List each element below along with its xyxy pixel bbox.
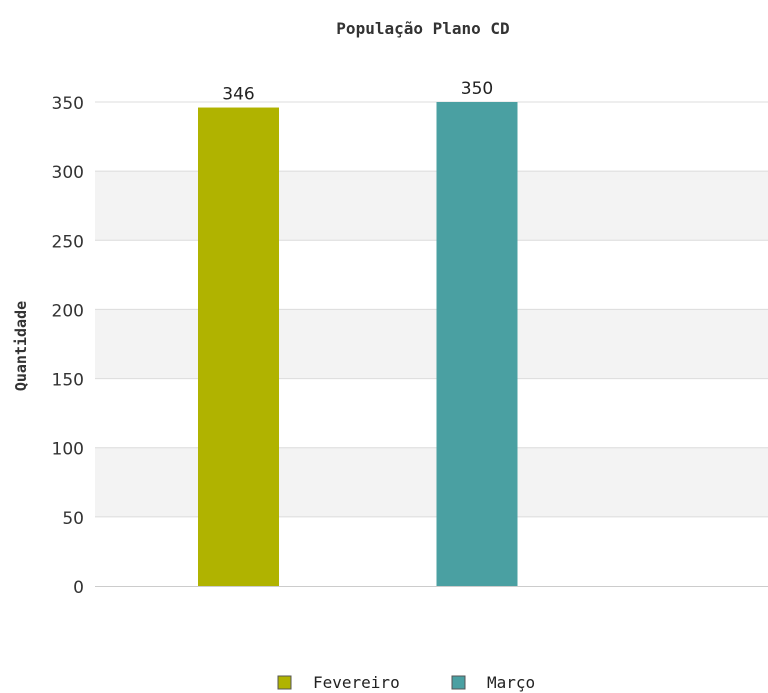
bar-value-label: 346 bbox=[222, 85, 254, 105]
grid-band bbox=[95, 171, 768, 241]
y-axis-label: Quantidade bbox=[12, 301, 30, 391]
y-tick-label: 0 bbox=[73, 578, 84, 598]
legend-swatch bbox=[451, 675, 466, 690]
legend-label: Fevereiro bbox=[313, 673, 400, 692]
grid-band bbox=[95, 309, 768, 379]
legend-item[interactable]: Fevereiro bbox=[277, 673, 400, 692]
grid-band bbox=[95, 447, 768, 517]
y-tick-label: 250 bbox=[52, 232, 84, 252]
y-tick-label: 150 bbox=[52, 371, 84, 391]
bar-value-labels: 346 350 bbox=[222, 79, 493, 105]
bar-2 bbox=[436, 102, 518, 586]
plot-background-bands bbox=[95, 171, 768, 517]
bar-1 bbox=[198, 107, 279, 586]
bars bbox=[198, 102, 518, 586]
y-tick-label: 100 bbox=[52, 440, 84, 460]
legend-item[interactable]: Março bbox=[451, 673, 535, 692]
y-tick-label: 350 bbox=[52, 94, 84, 114]
y-tick-label: 300 bbox=[52, 163, 84, 183]
y-tick-label: 200 bbox=[52, 301, 84, 321]
chart-title: População Plano CD bbox=[336, 19, 509, 38]
legend-label: Março bbox=[487, 673, 535, 692]
y-tick-labels: 0 50 100 150 200 250 300 350 bbox=[52, 94, 84, 598]
bar-value-label: 350 bbox=[461, 79, 493, 99]
legend-swatch bbox=[277, 675, 292, 690]
legend: Fevereiro Março bbox=[277, 673, 535, 692]
y-tick-label: 50 bbox=[62, 509, 84, 529]
